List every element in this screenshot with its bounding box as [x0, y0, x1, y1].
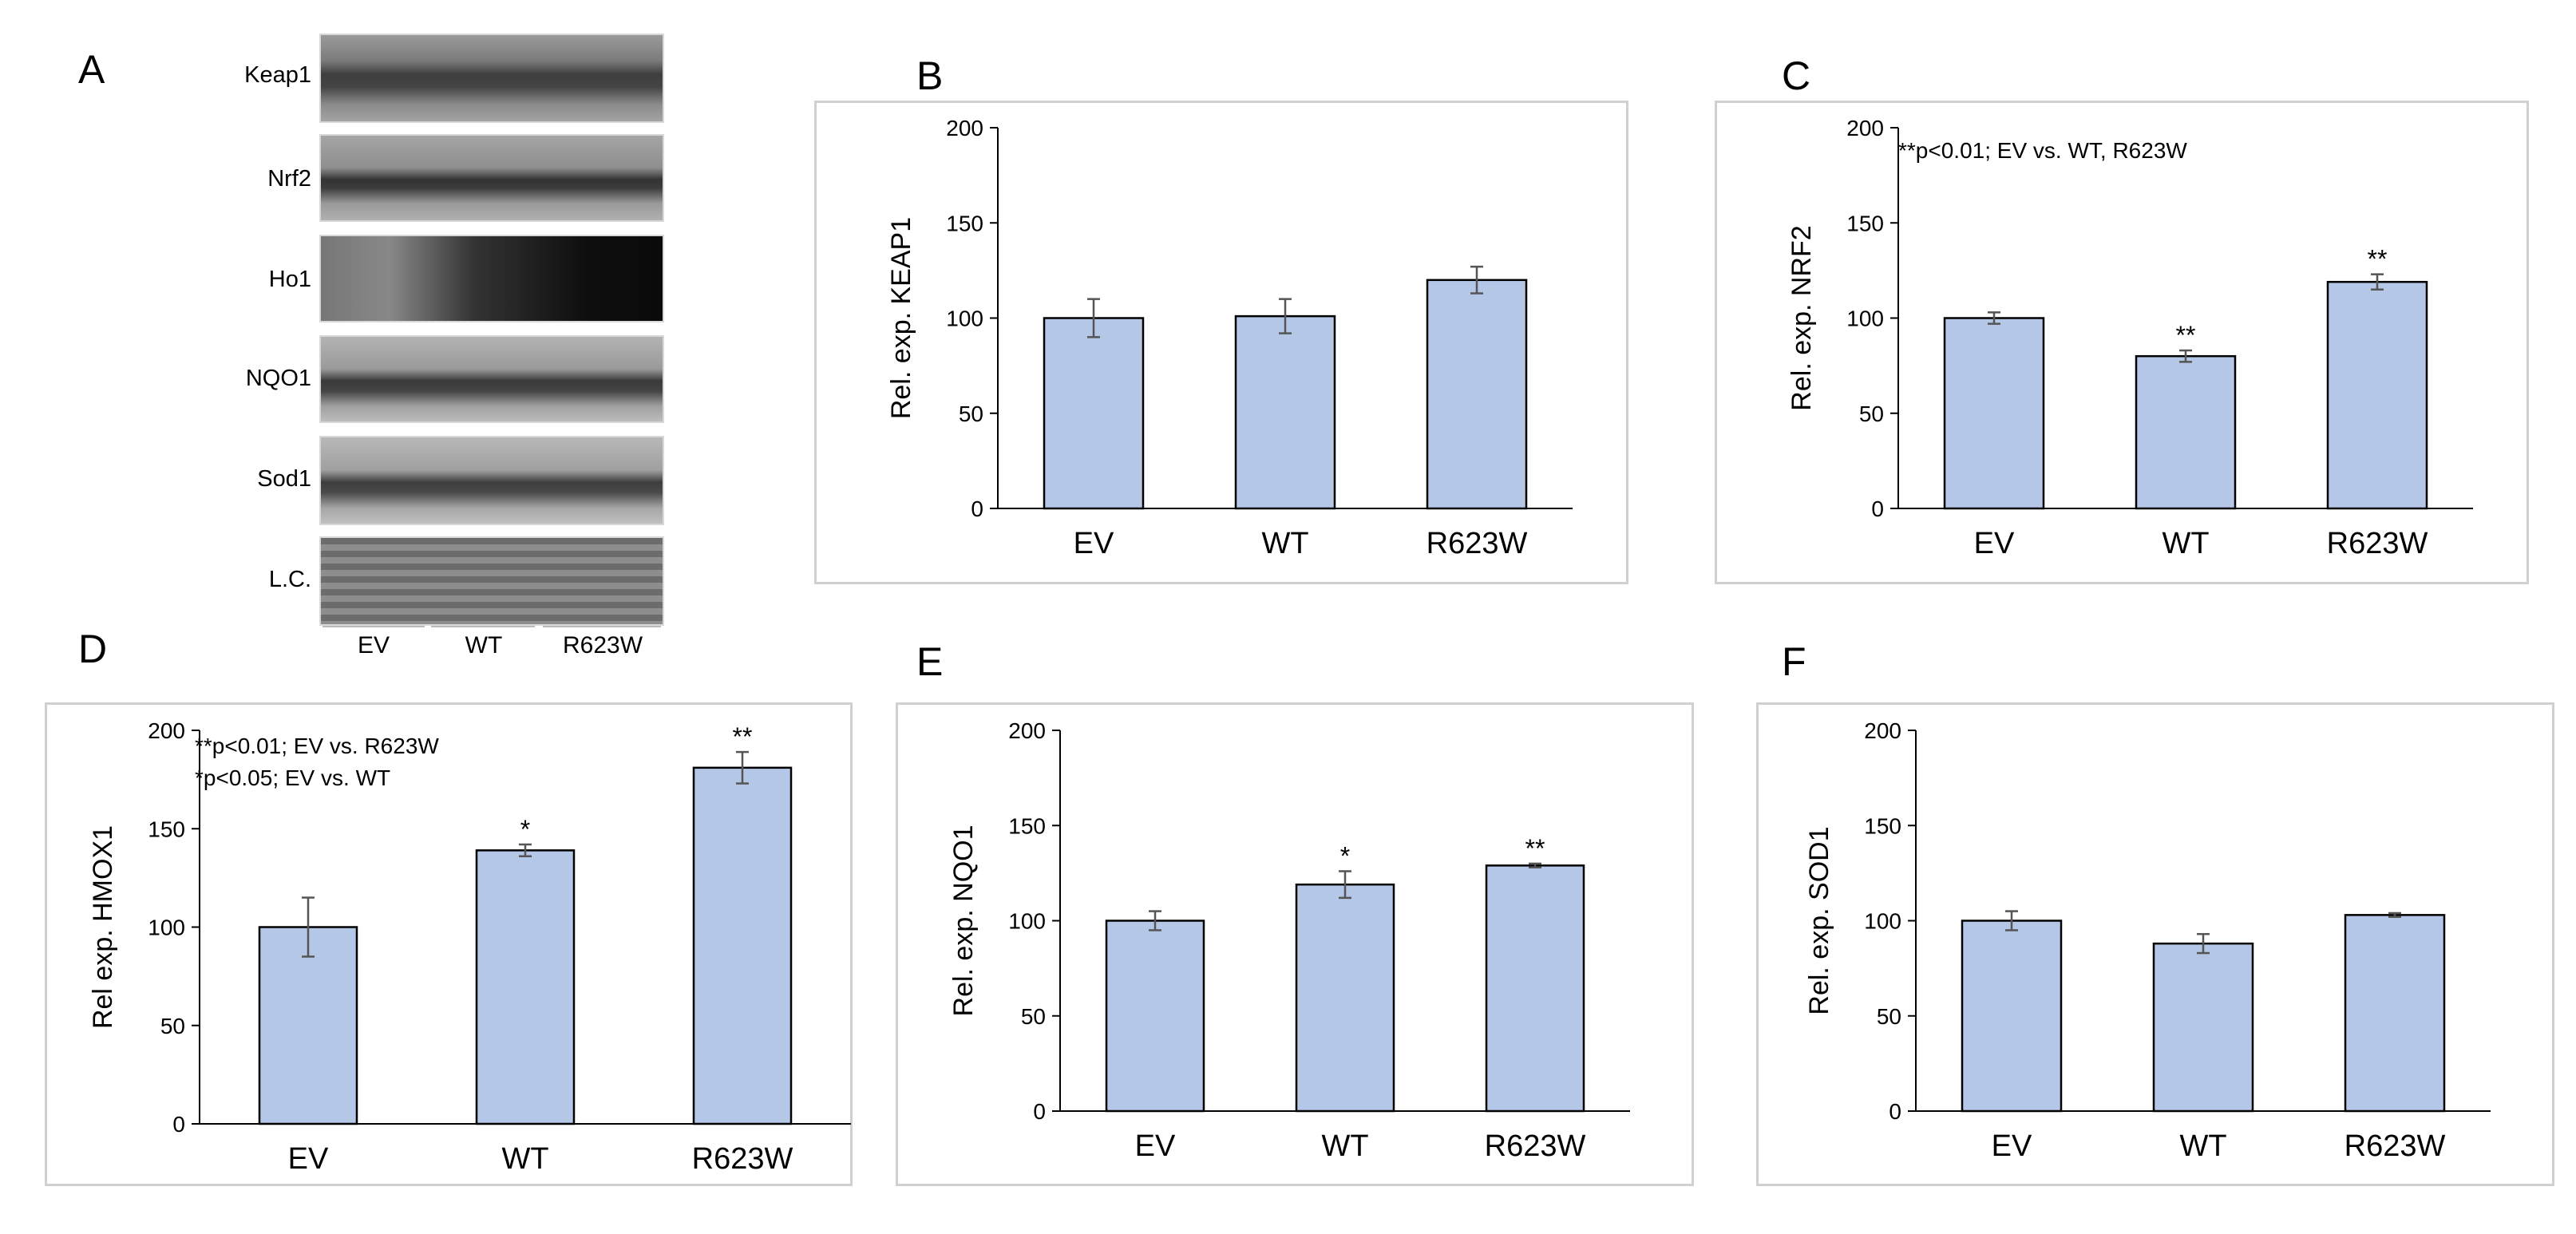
y-tick-label: 50 [160, 1014, 185, 1038]
y-tick-label: 100 [1008, 909, 1046, 934]
panel-letter-f: F [1782, 639, 1806, 684]
lane-label-r623w: R623W [562, 632, 643, 659]
y-axis-label: Rel exp. HMOX1 [88, 825, 118, 1029]
bar-r623w [1426, 279, 1528, 510]
chart-rel-exp-keap1: 0 50 100 150 200 Rel. exp. KEAP1 EV WT R623W [886, 116, 1573, 560]
y-tick-label: 0 [1889, 1099, 1901, 1124]
bar-r623w [1485, 864, 1585, 1113]
x-tick-label-ev: EV [1135, 1129, 1176, 1163]
chart-rel-exp-nqo1: 0 50 100 150 200 Rel. exp. NQO1 EV * WT ** R623W [948, 718, 1630, 1163]
x-tick-label-wt: WT [2179, 1129, 2226, 1163]
y-tick-label: 100 [1864, 909, 1901, 934]
x-tick-label-ev: EV [1074, 527, 1114, 560]
significance-marker-wt: * [1340, 841, 1350, 870]
y-axis-label: Rel. exp. NQO1 [948, 825, 979, 1017]
bar-r623w [2326, 280, 2428, 510]
panel-letter-c: C [1782, 53, 1811, 98]
band-label-sod1: Sod1 [257, 466, 311, 492]
significance-marker-r623w: ** [733, 722, 753, 751]
x-tick-label-r623w: R623W [692, 1142, 793, 1176]
y-tick-label: 150 [1008, 813, 1046, 838]
blot-strip-loading-control [319, 536, 664, 626]
stats-annotation: **p<0.01; EV vs. WT, R623W [1898, 138, 2187, 163]
y-tick-label: 200 [946, 116, 983, 140]
bar-ev [1943, 317, 2045, 510]
band-label-ho1: Ho1 [268, 267, 311, 292]
x-tick-label-wt: WT [1261, 527, 1308, 560]
y-tick-label: 100 [1846, 307, 1884, 331]
blot-strip-nrf2 [319, 134, 664, 222]
blot-strip-sod1 [319, 436, 664, 525]
y-tick-label: 100 [148, 916, 185, 940]
blot-strip-keap1 [319, 34, 664, 123]
bar-wt [2135, 354, 2237, 510]
x-tick-label-r623w: R623W [1426, 527, 1528, 560]
y-tick-label: 50 [1859, 401, 1884, 426]
band-label-nrf2: Nrf2 [267, 166, 311, 192]
significance-marker-r623w: ** [1525, 834, 1545, 863]
bar-wt [2152, 942, 2254, 1113]
band-label-keap1: Keap1 [244, 62, 311, 88]
x-tick-label-ev: EV [288, 1142, 329, 1176]
bar-wt [1234, 314, 1336, 510]
y-tick-label: 0 [1033, 1099, 1046, 1124]
panel-letter-b: B [916, 53, 944, 98]
blot-strip-nqo1 [319, 335, 664, 423]
lane-label-ev: EV [357, 632, 390, 659]
bar-r623w [2344, 914, 2446, 1113]
y-tick-label: 50 [959, 401, 983, 426]
y-tick-label: 100 [946, 307, 983, 331]
y-axis-label: Rel. exp. SOD1 [1804, 826, 1834, 1014]
y-tick-label: 0 [971, 496, 983, 521]
x-tick-label-r623w: R623W [2345, 1129, 2446, 1163]
chart-rel-exp-sod1: 0 50 100 150 200 Rel. exp. SOD1 EV WT R623W [1804, 718, 2491, 1163]
panel-letter-a: A [78, 47, 105, 92]
chart-rel-exp-nrf2: 0 50 100 150 200 Rel. exp. NRF2 EV ** WT ** R623W *… [1787, 116, 2473, 560]
x-tick-label-wt: WT [2162, 527, 2209, 560]
y-tick-label: 50 [1021, 1004, 1046, 1029]
y-tick-label: 150 [1864, 813, 1901, 838]
lane-group-line-ev [322, 626, 425, 627]
y-tick-label: 200 [1864, 718, 1901, 743]
lane-label-wt: WT [465, 632, 503, 659]
y-tick-label: 0 [172, 1112, 185, 1137]
bar-ev [1961, 920, 2063, 1113]
bar-wt [475, 849, 576, 1125]
stats-annotation: *p<0.05; EV vs. WT [195, 765, 390, 790]
y-tick-label: 200 [148, 718, 185, 743]
bar-r623w [692, 766, 793, 1125]
panel-letter-e: E [916, 639, 944, 684]
chart-rel-exp-hmox1: 0 50 100 150 200 Rel exp. HMOX1 EV * WT ** R623W **… [88, 718, 851, 1176]
y-tick-label: 200 [1008, 718, 1046, 743]
lane-group-line-r623w [543, 626, 661, 627]
significance-marker-wt: ** [2176, 321, 2196, 350]
y-tick-label: 150 [148, 817, 185, 841]
panel-letter-d: D [78, 627, 108, 671]
x-tick-label-r623w: R623W [1485, 1129, 1586, 1163]
band-label-loading-control: L.C. [268, 567, 311, 592]
bar-wt [1295, 883, 1395, 1113]
lane-group-line-wt [431, 626, 535, 627]
bar-ev [258, 926, 358, 1125]
x-tick-label-wt: WT [501, 1142, 548, 1176]
y-tick-label: 50 [1877, 1004, 1901, 1029]
x-tick-label-ev: EV [1974, 527, 2015, 560]
significance-marker-wt: * [520, 815, 530, 844]
y-axis-label: Rel. exp. KEAP1 [886, 217, 916, 419]
y-tick-label: 150 [1846, 211, 1884, 235]
bar-ev [1043, 317, 1145, 510]
stats-annotation: **p<0.01; EV vs. R623W [195, 734, 439, 758]
bar-ev [1105, 920, 1205, 1113]
y-tick-label: 150 [946, 211, 983, 235]
significance-marker-r623w: ** [2368, 245, 2388, 274]
x-tick-label-ev: EV [1992, 1129, 2032, 1163]
band-label-nqo1: NQO1 [245, 366, 311, 391]
y-axis-label: Rel. exp. NRF2 [1787, 225, 1817, 410]
x-tick-label-r623w: R623W [2327, 527, 2428, 560]
y-tick-label: 0 [1871, 496, 1884, 521]
blot-strip-ho1 [319, 235, 664, 322]
x-tick-label-wt: WT [1321, 1129, 1368, 1163]
y-tick-label: 200 [1846, 116, 1884, 140]
